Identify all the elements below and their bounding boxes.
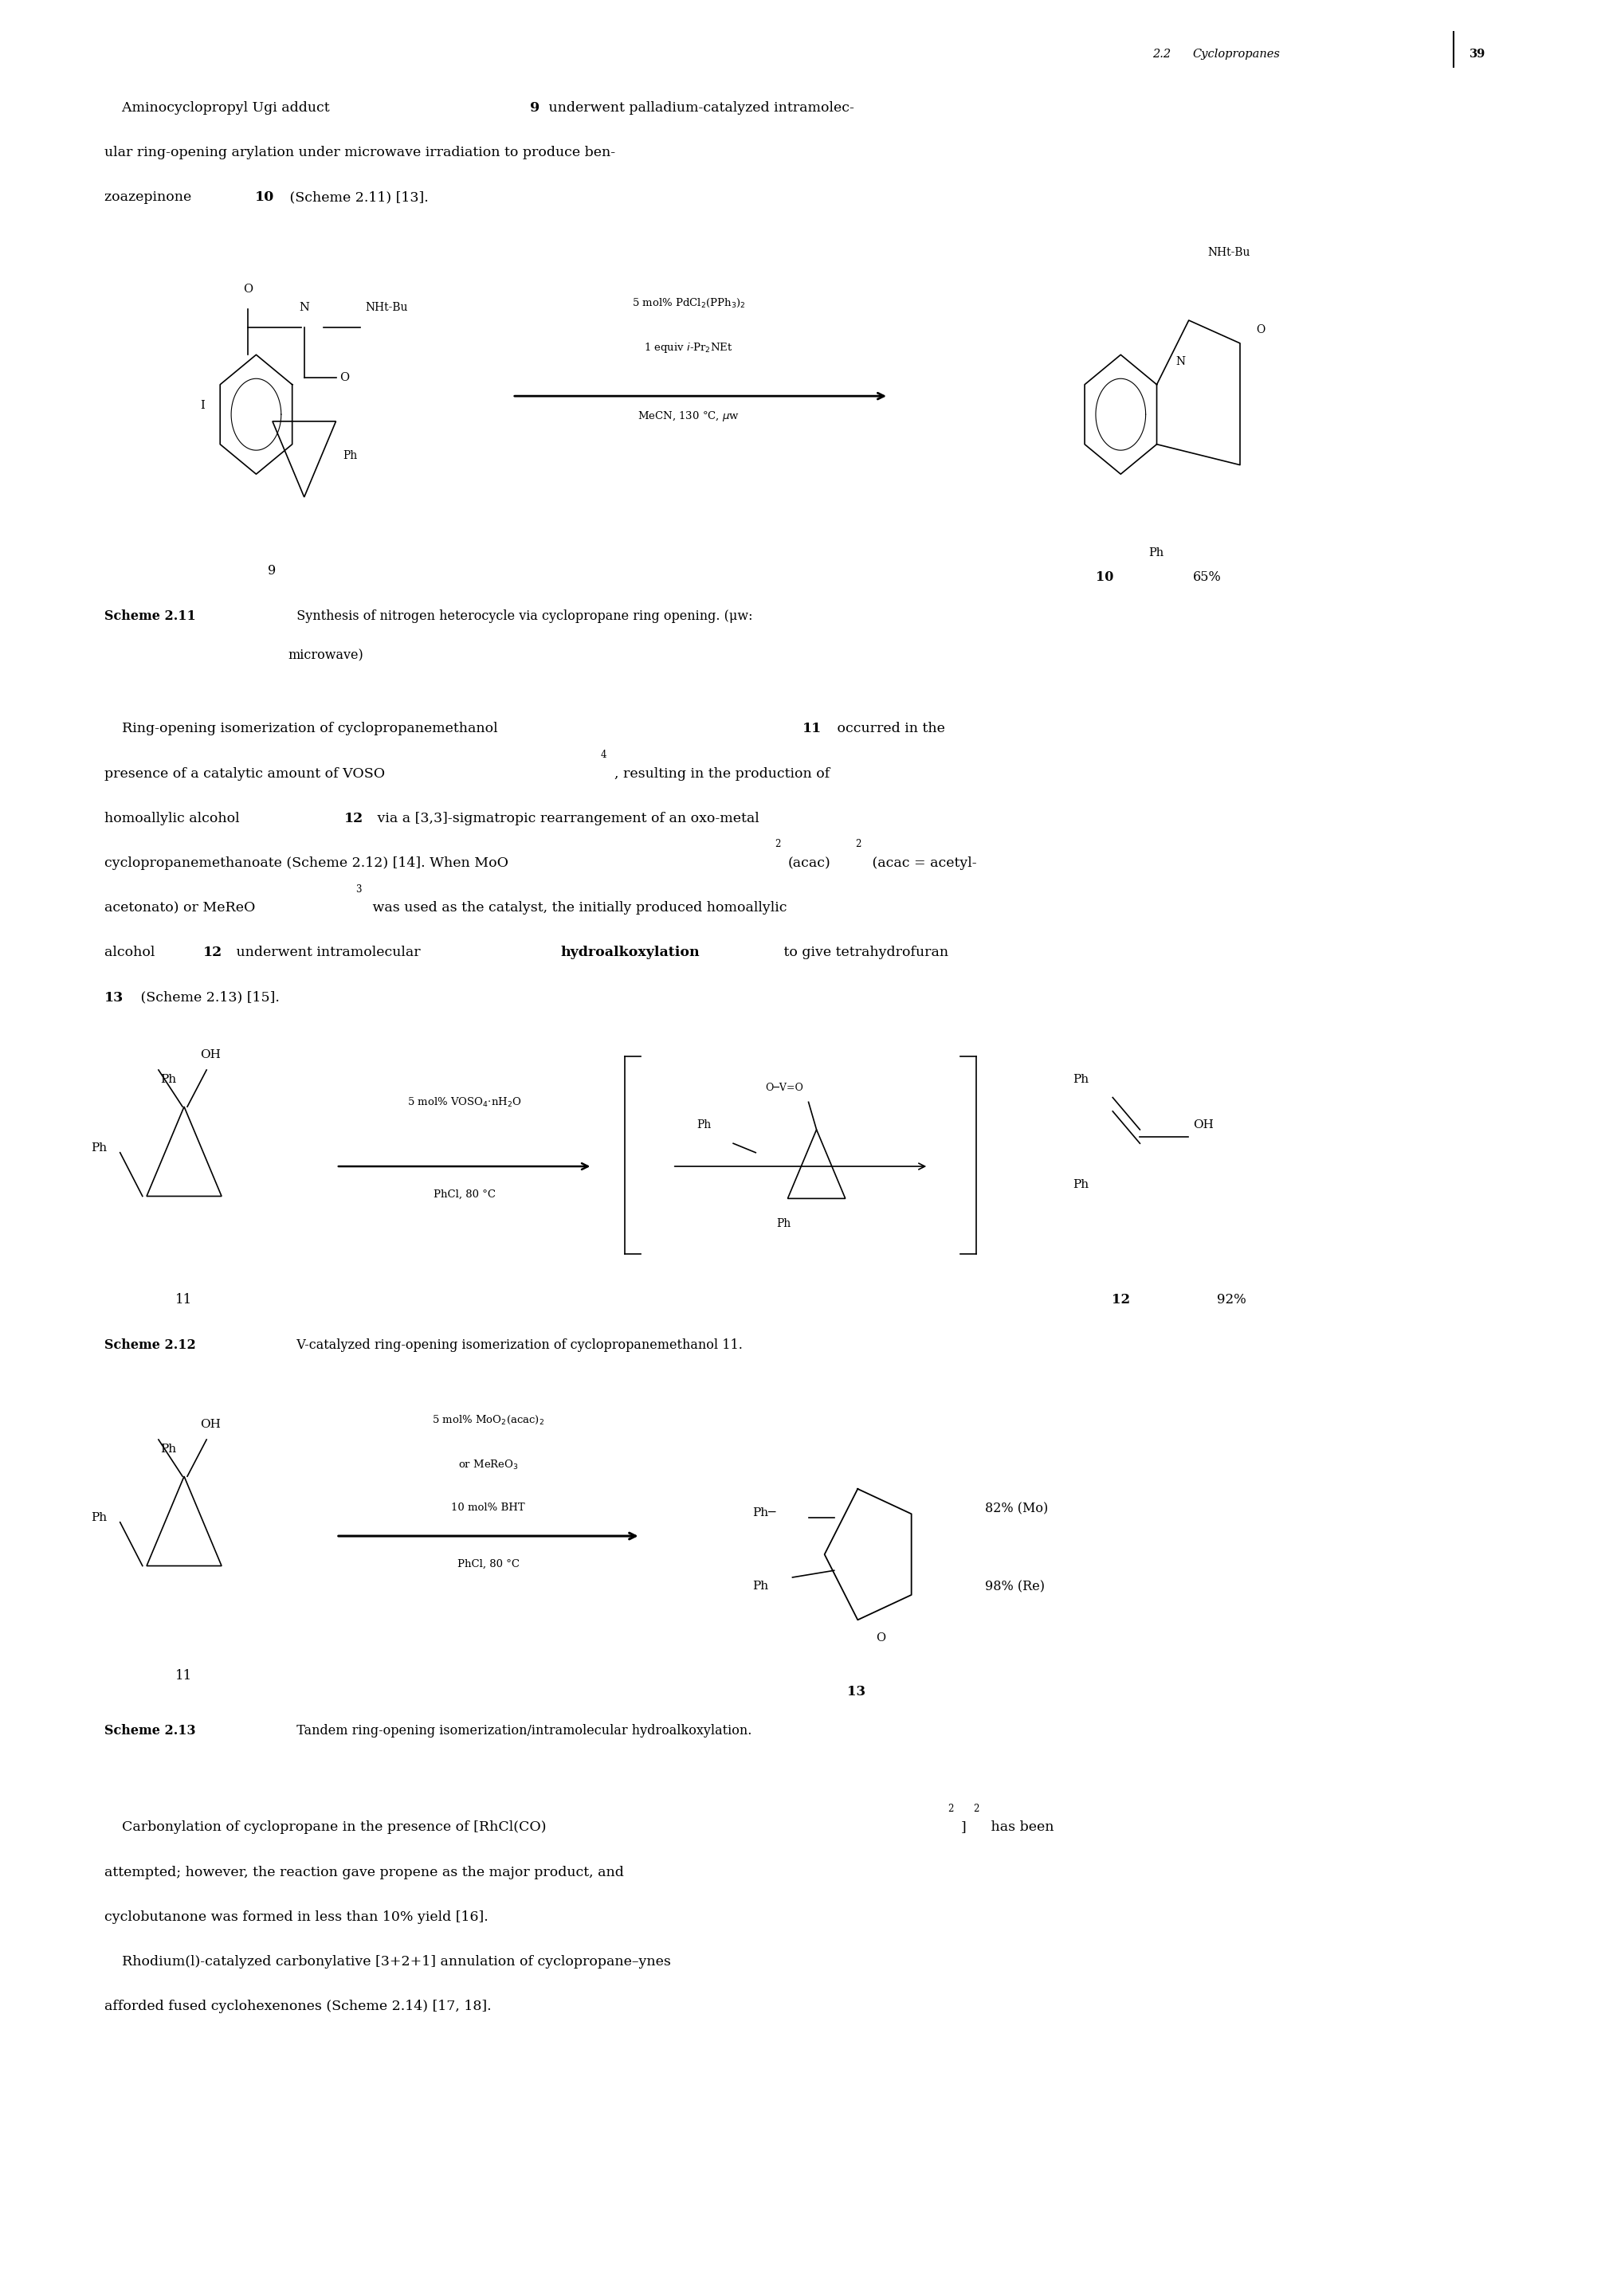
Text: Aminocyclopropyl Ugi adduct: Aminocyclopropyl Ugi adduct [104,101,333,115]
Text: 2: 2 [775,838,781,850]
Text: Ph─: Ph─ [752,1508,776,1518]
Text: or MeReO$_3$: or MeReO$_3$ [458,1458,519,1472]
Text: 3: 3 [355,884,362,893]
Text: 2: 2 [948,1802,954,1814]
Text: 2: 2 [973,1802,980,1814]
Text: NHt-Bu: NHt-Bu [365,303,408,312]
Text: 2.2: 2.2 [1153,48,1178,60]
Text: has been: has been [986,1821,1053,1835]
Text: Scheme 2.13: Scheme 2.13 [104,1724,195,1738]
Text: PhCl, 80 °C: PhCl, 80 °C [458,1559,519,1570]
Text: Ph: Ph [1073,1180,1089,1189]
Text: Scheme 2.11: Scheme 2.11 [104,608,195,622]
Text: Carbonylation of cyclopropane in the presence of [RhCl(CO): Carbonylation of cyclopropane in the pre… [104,1821,546,1835]
Text: O: O [1257,324,1265,335]
Text: hydroalkoxylation: hydroalkoxylation [560,946,700,960]
Text: O: O [876,1632,885,1644]
Text: V-catalyzed ring-opening isomerization of cyclopropanemethanol 11.: V-catalyzed ring-opening isomerization o… [288,1339,743,1352]
Text: Tandem ring-opening isomerization/intramolecular hydroalkoxylation.: Tandem ring-opening isomerization/intram… [288,1724,751,1738]
Text: 5 mol% VOSO$_4$$\cdot$nH$_2$O: 5 mol% VOSO$_4$$\cdot$nH$_2$O [407,1095,522,1109]
Text: O: O [243,285,253,294]
Text: I: I [200,400,205,411]
Text: 5 mol% PdCl$_2$(PPh$_3$)$_2$: 5 mol% PdCl$_2$(PPh$_3$)$_2$ [632,296,744,308]
Text: 98% (Re): 98% (Re) [985,1580,1044,1593]
Text: 9: 9 [530,101,540,115]
Text: OH: OH [200,1419,221,1430]
Text: Ring-opening isomerization of cyclopropanemethanol: Ring-opening isomerization of cyclopropa… [104,721,501,735]
Text: 2: 2 [855,838,861,850]
Text: Cyclopropanes: Cyclopropanes [1193,48,1281,60]
Text: Ph: Ph [696,1120,711,1130]
Text: attempted; however, the reaction gave propene as the major product, and: attempted; however, the reaction gave pr… [104,1864,623,1878]
Text: 10: 10 [1095,569,1114,583]
Text: O: O [339,372,349,383]
Text: 92%: 92% [1217,1293,1246,1306]
Text: N: N [299,303,309,312]
Text: (Scheme 2.11) [13].: (Scheme 2.11) [13]. [285,191,427,204]
Text: OH: OH [200,1049,221,1061]
Text: microwave): microwave) [288,647,363,661]
Text: via a [3,3]-sigmatropic rearrangement of an oxo-metal: via a [3,3]-sigmatropic rearrangement of… [373,810,759,824]
Text: Rhodium(l)-catalyzed carbonylative [3+2+1] annulation of cyclopropane–ynes: Rhodium(l)-catalyzed carbonylative [3+2+… [104,1954,671,1968]
Text: alcohol: alcohol [104,946,158,960]
Text: 10: 10 [255,191,274,204]
Text: (Scheme 2.13) [15].: (Scheme 2.13) [15]. [136,990,280,1003]
Text: 13: 13 [104,990,123,1003]
Text: occurred in the: occurred in the [833,721,945,735]
Text: 1 equiv $i$-Pr$_2$NEt: 1 equiv $i$-Pr$_2$NEt [644,342,733,354]
Text: Ph: Ph [1073,1075,1089,1084]
Text: Ph: Ph [160,1444,176,1453]
Text: Ph: Ph [91,1513,107,1522]
Text: 11: 11 [176,1669,192,1683]
Text: 5 mol% MoO$_2$(acac)$_2$: 5 mol% MoO$_2$(acac)$_2$ [432,1414,544,1426]
Text: Ph: Ph [160,1075,176,1084]
Text: Scheme 2.12: Scheme 2.12 [104,1339,195,1352]
Text: PhCl, 80 °C: PhCl, 80 °C [434,1189,495,1201]
Text: Ph: Ph [91,1143,107,1153]
Text: NHt-Bu: NHt-Bu [1207,248,1250,257]
Text: 11: 11 [176,1293,192,1306]
Text: 65%: 65% [1193,569,1222,583]
Text: Ph: Ph [1148,549,1164,558]
Text: Ph: Ph [343,450,357,461]
Text: afforded fused cyclohexenones (Scheme 2.14) [17, 18].: afforded fused cyclohexenones (Scheme 2.… [104,2000,492,2014]
Text: ular ring-opening arylation under microwave irradiation to produce ben-: ular ring-opening arylation under microw… [104,147,615,158]
Text: , resulting in the production of: , resulting in the production of [615,767,831,781]
Text: was used as the catalyst, the initially produced homoallylic: was used as the catalyst, the initially … [368,900,788,914]
Text: MeCN, 130 °C, $\mu$w: MeCN, 130 °C, $\mu$w [637,409,740,422]
Text: acetonato) or MeReO: acetonato) or MeReO [104,900,255,914]
Text: underwent intramolecular: underwent intramolecular [232,946,426,960]
Text: (acac = acetyl-: (acac = acetyl- [868,856,977,870]
Text: 12: 12 [203,946,223,960]
Text: 13: 13 [847,1685,866,1699]
Text: 4: 4 [600,748,607,760]
Text: 9: 9 [267,563,277,576]
Text: presence of a catalytic amount of VOSO: presence of a catalytic amount of VOSO [104,767,384,781]
Text: to give tetrahydrofuran: to give tetrahydrofuran [780,946,949,960]
Text: 12: 12 [1111,1293,1130,1306]
Text: 39: 39 [1470,48,1486,60]
Text: 11: 11 [802,721,821,735]
Text: cyclopropanemethanoate (Scheme 2.12) [14]. When MoO: cyclopropanemethanoate (Scheme 2.12) [14… [104,856,508,870]
Text: Ph: Ph [776,1219,791,1228]
Text: Ph: Ph [752,1582,768,1591]
Text: O─V=O: O─V=O [765,1081,804,1093]
Text: underwent palladium-catalyzed intramolec-: underwent palladium-catalyzed intramolec… [544,101,855,115]
Text: 82% (Mo): 82% (Mo) [985,1502,1047,1515]
Text: ]: ] [961,1821,965,1835]
Text: 10 mol% BHT: 10 mol% BHT [451,1502,525,1513]
Text: cyclobutanone was formed in less than 10% yield [16].: cyclobutanone was formed in less than 10… [104,1910,488,1924]
Text: OH: OH [1193,1120,1214,1130]
Text: (acac): (acac) [788,856,831,870]
Text: N: N [1177,356,1186,367]
Text: Synthesis of nitrogen heterocycle via cyclopropane ring opening. (μw:: Synthesis of nitrogen heterocycle via cy… [288,608,752,622]
Text: homoallylic alcohol: homoallylic alcohol [104,810,243,824]
Text: 12: 12 [344,810,363,824]
Text: zoazepinone: zoazepinone [104,191,195,204]
